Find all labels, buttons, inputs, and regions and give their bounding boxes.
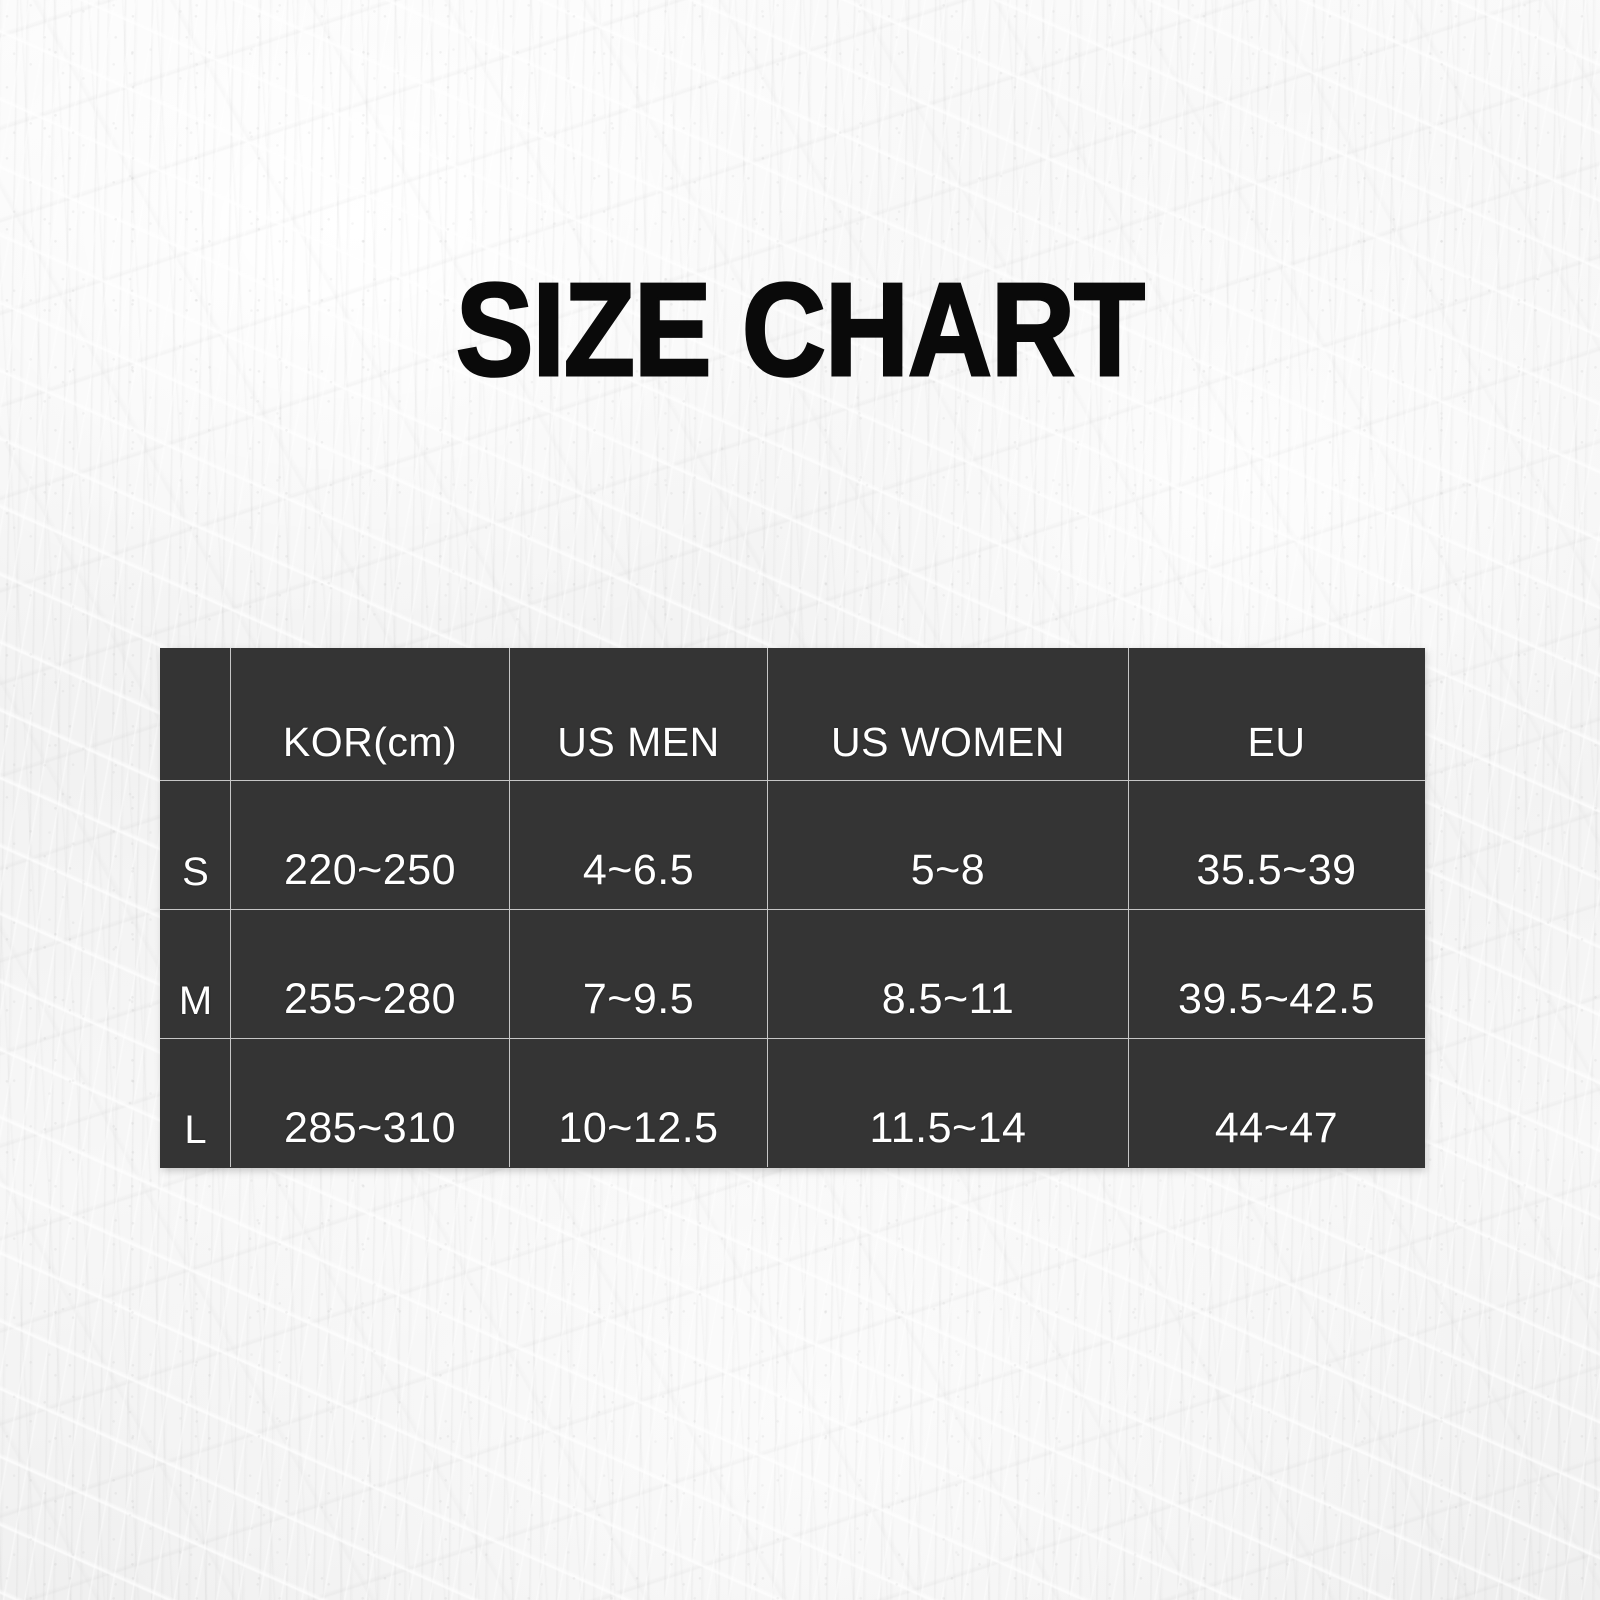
header-corner xyxy=(160,648,231,781)
size-chart-table-panel: KOR(cm) US MEN US WOMEN EU S 220~250 4~6… xyxy=(160,648,1425,1168)
cell-kor-m: 255~280 xyxy=(230,909,510,1039)
cell-kor-l: 285~310 xyxy=(230,1038,510,1168)
cell-size-l: L xyxy=(160,1038,231,1168)
table-header: KOR(cm) US MEN US WOMEN EU xyxy=(160,648,1425,781)
header-eu: EU xyxy=(1128,648,1425,781)
table-body: S 220~250 4~6.5 5~8 35.5~39 M 255~280 7~… xyxy=(160,780,1425,1168)
cell-us-men-s: 4~6.5 xyxy=(509,780,768,910)
cell-size-m: M xyxy=(160,909,231,1039)
cell-eu-s: 35.5~39 xyxy=(1128,780,1425,910)
cell-us-women-m: 8.5~11 xyxy=(767,909,1129,1039)
cell-size-s: S xyxy=(160,780,231,910)
page-title: SIZE CHART xyxy=(455,256,1147,403)
cell-us-women-l: 11.5~14 xyxy=(767,1038,1129,1168)
cell-us-men-l: 10~12.5 xyxy=(509,1038,768,1168)
cell-us-women-s: 5~8 xyxy=(767,780,1129,910)
size-chart-table: KOR(cm) US MEN US WOMEN EU S 220~250 4~6… xyxy=(160,648,1425,1168)
table-row: S 220~250 4~6.5 5~8 35.5~39 xyxy=(160,780,1425,910)
header-row: KOR(cm) US MEN US WOMEN EU xyxy=(160,648,1425,781)
cell-eu-m: 39.5~42.5 xyxy=(1128,909,1425,1039)
cell-us-men-m: 7~9.5 xyxy=(509,909,768,1039)
header-us-women: US WOMEN xyxy=(767,648,1129,781)
table-row: M 255~280 7~9.5 8.5~11 39.5~42.5 xyxy=(160,909,1425,1039)
table-row: L 285~310 10~12.5 11.5~14 44~47 xyxy=(160,1038,1425,1168)
cell-eu-l: 44~47 xyxy=(1128,1038,1425,1168)
header-kor: KOR(cm) xyxy=(230,648,510,781)
cell-kor-s: 220~250 xyxy=(230,780,510,910)
header-us-men: US MEN xyxy=(509,648,768,781)
